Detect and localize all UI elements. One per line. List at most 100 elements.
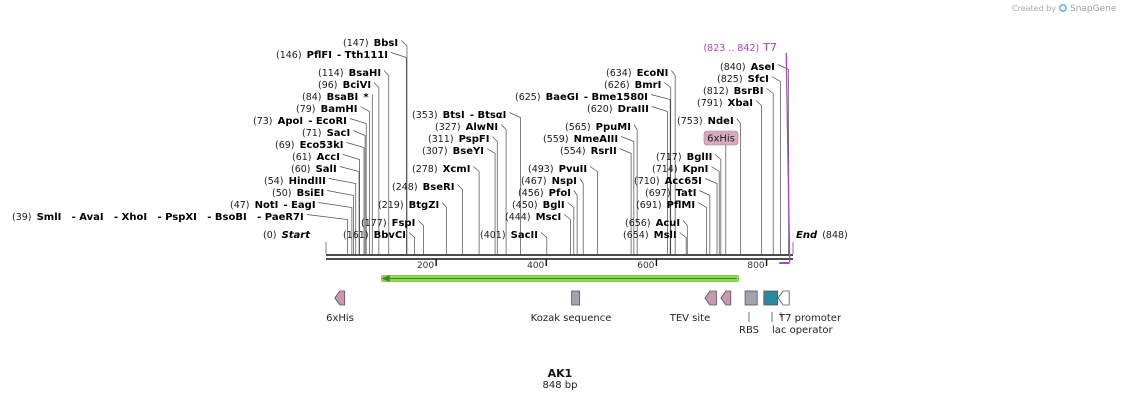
construct-length: 848 bp (543, 380, 578, 391)
feature-tev (704, 290, 717, 306)
site-label-rsrii: (554) RsrII (560, 139, 617, 158)
site-label-msli: (654) MslI (623, 223, 677, 242)
site-label-nspi: (467) NspI (521, 169, 577, 188)
site-label-smli: (39) SmlI - AvaI - XhoI - PspXI - BsoBI … (12, 205, 304, 224)
feature-label-t7p: T7 promoter (778, 313, 842, 324)
feature-labels: 6xHis Kozak sequence TEV site RBS lac op… (326, 312, 842, 336)
site-label-noti: (47) NotI - EagI (230, 193, 316, 212)
leader-line-msli (679, 232, 687, 254)
feature-t7p (777, 290, 790, 306)
site-label-pflfi: (146) PflFI - Tth111I (276, 43, 388, 62)
site-label-kpni: (714) KpnI (652, 157, 708, 176)
feature-kozak (571, 290, 581, 306)
site-label-bmri: (626) BmrI (604, 73, 661, 92)
feature-his2 (720, 290, 732, 306)
leader-line-acci (342, 154, 360, 254)
leader-line-pfoi (573, 190, 578, 254)
leader-line-bglii (715, 154, 722, 254)
leader-line-msci (563, 214, 571, 254)
feature-lac (763, 290, 778, 306)
leader-line-hindiii (328, 178, 357, 254)
leader-line-bsiei (327, 190, 354, 254)
leader-line-bmri (664, 82, 672, 254)
site-label-draiii: (620) DraIII (587, 97, 649, 116)
scale-tick-label: 800 (747, 261, 764, 271)
feature-6xhis (334, 290, 346, 306)
leader-line-nspi (579, 178, 584, 254)
feature-rbs (744, 290, 758, 306)
sequence-backbone (326, 254, 793, 260)
t7-primer (779, 52, 791, 264)
leader-line-pflfi (390, 52, 407, 254)
leader-line-nmeaiii (620, 136, 635, 254)
site-label-bsahi: (114) BsaHI (318, 61, 381, 80)
site-label-econi: (634) EcoNI (606, 61, 668, 80)
site-label-xbai: (791) XbaI (697, 91, 753, 110)
site-label-bgli: (450) BglI (512, 193, 565, 212)
site-label-btgzi: (219) BtgZI (378, 193, 439, 212)
leader-line-bseyi (486, 148, 496, 254)
leader-line-noti (318, 202, 353, 254)
leader-line-acui (682, 220, 688, 254)
primer-range: (823 .. 842) (703, 43, 759, 54)
site-label-tati: (697) TatI (645, 181, 696, 200)
site-label-bsiei: (50) BsiEI (272, 181, 324, 200)
leader-line-eco53ki (346, 142, 365, 254)
site-label-sacii: (401) SacII (480, 223, 538, 242)
leader-line-bsahi (383, 70, 390, 254)
leader-line-pflmi (697, 202, 707, 254)
credit-brand: SnapGene (1070, 4, 1117, 14)
site-label-fspi: (177) FspI (361, 211, 415, 230)
site-label-bglii: (717) BglII (656, 145, 712, 164)
feature-label-tev: TEV site (669, 313, 711, 324)
site-label-saci: (71) SacI (302, 121, 350, 140)
site-label-xcmi: (278) XcmI (412, 157, 470, 176)
scale-tick-label: 200 (417, 261, 434, 271)
site-label-ndei: (753) NdeI (677, 109, 734, 128)
leader-line-kpni (711, 166, 720, 254)
site-label-pfoi: (456) PfoI (518, 181, 571, 200)
leader-line-sacii (540, 232, 548, 254)
leader-line-btsi (509, 112, 521, 254)
site-label-pvuii: (493) PvuII (528, 157, 587, 176)
site-label-pspfi: (311) PspFI (428, 127, 489, 146)
leader-line-btgzi (441, 202, 447, 254)
leader-line-bbsi (400, 40, 408, 254)
leader-line-xcmi (473, 166, 480, 254)
leader-line-bamhi (360, 106, 370, 254)
leader-line-apoi (349, 118, 367, 254)
site-label-bbvci: (161) BbvCI (343, 223, 406, 242)
leader-line-bgli (567, 202, 575, 254)
site-label-acc65i: (710) Acc65I (634, 169, 702, 188)
leader-line-fspi (418, 220, 424, 254)
site-label-sali: (60) SalI (291, 157, 337, 176)
site-label-btsi: (353) BtsI - BtsαI (412, 103, 506, 122)
feature-label-kozak: Kozak sequence (531, 313, 612, 324)
leader-line-baegi (650, 94, 671, 254)
feature-label-6xhis: 6xHis (326, 313, 354, 324)
primer-label: T7 (762, 41, 777, 54)
leader-line-bseri (457, 184, 463, 254)
leader-line-sfci (771, 76, 781, 254)
site-label-bseri: (248) BseRI (392, 175, 454, 194)
cut-site-leaders (306, 40, 794, 254)
site-label-baegi: (625) BaeGI - Bme1580I (515, 85, 648, 104)
site-label-sfci: (825) SfcI (717, 67, 769, 86)
end-label: End (848) (796, 223, 848, 242)
scale-ticks: 200 400 600 800 (417, 259, 768, 271)
site-label-bamhi: (79) BamHI (296, 97, 358, 116)
site-label-apoi: (73) ApoI - EcoRI (253, 109, 347, 128)
site-label-hindiii: (54) HindIII (264, 169, 326, 188)
site-label-acci: (61) AccI (292, 145, 340, 164)
leader-line-draiii (651, 106, 668, 254)
scale-tick-label: 400 (527, 261, 544, 271)
site-label-pflmi: (691) PflMI (636, 193, 695, 212)
leader-line-bsrbi (766, 88, 774, 254)
leader-line-smli (306, 214, 348, 254)
leader-line-econi (671, 70, 676, 254)
leader-line-ppumi (633, 124, 638, 254)
site-label-bsabi: (84) BsaBI * (302, 85, 369, 104)
feature-label-lac: lac operator (772, 325, 833, 336)
leader-line-xbai (755, 100, 762, 254)
